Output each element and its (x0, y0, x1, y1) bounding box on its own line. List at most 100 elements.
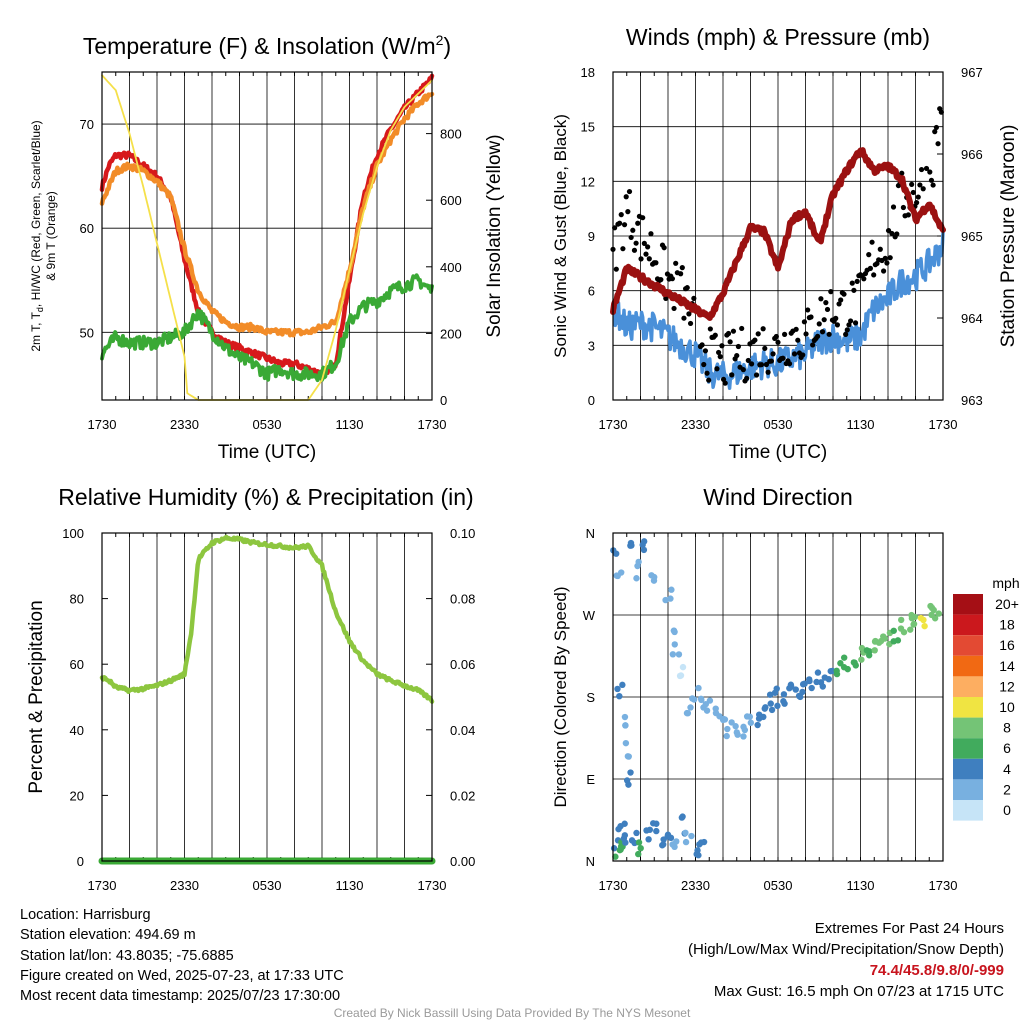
wind-direction-point (645, 836, 652, 843)
wind-gust-point (617, 220, 623, 226)
rh-panel-title: Relative Humidity (%) & Precipitation (i… (58, 484, 473, 510)
wind-gust-point (821, 317, 827, 323)
wind-x-tick-label: 1730 (929, 417, 958, 432)
wind-gust-point (740, 367, 746, 373)
wind-direction-point (931, 615, 939, 622)
wind-direction-point (622, 722, 629, 729)
speed-legend-label: 14 (999, 658, 1015, 674)
wind-gust-point (722, 380, 728, 386)
dir-y-tick-label: W (583, 608, 596, 623)
wind-plot: 0 3 6 9 12 15 18 963 964 965 966 967 1730 2330 0530 113… (581, 65, 983, 432)
wind-frame (612, 71, 944, 401)
figure-created: Figure created on Wed, 2025-07-23, at 17… (20, 967, 344, 984)
wind-direction-point (767, 700, 774, 707)
wind-direction-point (702, 700, 710, 708)
wind-direction-point (721, 716, 729, 723)
speed-legend-swatch (953, 758, 983, 780)
wind-gust-point (620, 246, 626, 252)
wind-y-tick-label: 12 (581, 174, 595, 189)
wind-gust-point (867, 265, 874, 271)
wind-direction-point (643, 827, 650, 834)
wind-x-tick-label: 2330 (681, 417, 710, 432)
temp-y2-tick-label: 400 (440, 260, 462, 275)
temp-y2-tick-label: 200 (440, 326, 462, 341)
rh-y-label: Percent & Precipitation (26, 600, 47, 793)
wind-gust-point (905, 212, 911, 218)
wind-gust-point (755, 331, 761, 337)
wind-direction-point (627, 769, 634, 776)
wind-gust-point (846, 322, 852, 328)
wind-station-pressure-series (610, 147, 946, 321)
wind-direction-point (897, 625, 905, 632)
extremes-values: 74.4/45.8/9.8/0/-999 (869, 962, 1004, 979)
extremes-title: Extremes For Past 24 Hours (814, 920, 1004, 937)
wind-direction-point (743, 713, 751, 720)
wind-gust-point (791, 351, 798, 357)
wind-direction-point (786, 685, 793, 692)
wind-gust-point (910, 189, 916, 196)
wind-gust-point (716, 349, 722, 356)
speed-legend-swatch (953, 676, 983, 697)
wind-direction-point (761, 705, 768, 712)
dir-panel-title: Wind Direction (703, 484, 853, 510)
dir-x-tick-label: 2330 (681, 878, 710, 893)
wind-x-tick-label: 0530 (764, 417, 793, 432)
wind-gust-point (648, 231, 654, 237)
wind-direction-point (771, 689, 779, 696)
wind-direction-point (728, 719, 735, 726)
wind-direction-point (675, 651, 683, 658)
wind-direction-point (635, 839, 643, 846)
rh-plot: 0 20 40 60 80 100 0.00 0.02 0.04 0.06 0.08 0.10 1730… (62, 526, 475, 893)
wind-gust-point (909, 181, 915, 188)
wind-gust-point (701, 361, 707, 368)
wind-direction-point (806, 677, 813, 685)
wind-direction-point (688, 832, 695, 840)
wind-y-label: Sonic Wind & Gust (Blue, Black) (551, 114, 570, 358)
wind-y-tick-label: 18 (581, 65, 595, 80)
rh-y-tick-label: 60 (70, 657, 84, 672)
wind-gust-point (920, 186, 926, 192)
wind-direction-point (669, 841, 676, 848)
wind-direction-point (801, 680, 808, 687)
wind-direction-point (633, 575, 640, 582)
wind-direction-point (740, 733, 747, 740)
temp-panel-title: Temperature (F) & Insolation (W/m2) (83, 32, 451, 59)
temp-x-tick-label: 1730 (88, 417, 117, 432)
wind-gust-point (882, 255, 888, 261)
wind-direction-point (682, 838, 690, 846)
wind-direction-point (668, 586, 675, 593)
max-gust: Max Gust: 16.5 mph On 07/23 at 1715 UTC (713, 983, 1004, 1000)
wind-y2-tick-label: 964 (961, 311, 983, 326)
speed-legend-label: 10 (999, 699, 1015, 715)
rh-y-tick-label: 100 (62, 526, 84, 541)
wind-gust-point (613, 266, 619, 272)
wind-gust-point (641, 240, 647, 246)
wind-direction-point (653, 827, 660, 835)
wind-gust-point (852, 320, 859, 326)
speed-legend-title: mph (992, 575, 1019, 591)
wind-direction-point (768, 706, 776, 714)
wind-gust-point (836, 301, 842, 307)
rh-x-tick-label: 0530 (253, 878, 282, 893)
wind-gust-point (626, 188, 633, 195)
wind-gust-point (849, 280, 855, 286)
rh-x-tick-label: 2330 (170, 878, 199, 893)
wind-gust-point (877, 246, 883, 252)
wind-gust-point (899, 170, 905, 176)
rh-y-tick-label: 20 (70, 788, 84, 803)
dir-frame (612, 532, 944, 862)
dir-x-tick-label: 1730 (599, 878, 628, 893)
wind-direction-point (747, 719, 755, 726)
wind-gust-point (808, 314, 814, 320)
wind-gust-point (826, 331, 832, 337)
speed-legend-swatch (953, 655, 983, 677)
wind-direction-point (732, 723, 739, 730)
wind-gust-point (752, 337, 758, 343)
wind-gust-point (633, 240, 639, 246)
wind-direction-point (833, 667, 840, 675)
wind-gust-point (816, 321, 822, 327)
wind-direction-point (696, 841, 703, 848)
wind-direction-point (621, 832, 629, 839)
speed-legend-label: 6 (1003, 740, 1011, 756)
wind-gust-point (833, 315, 839, 321)
